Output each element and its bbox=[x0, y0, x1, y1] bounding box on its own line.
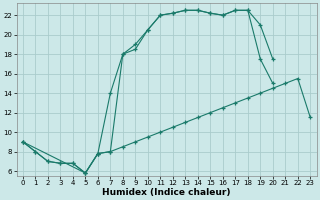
X-axis label: Humidex (Indice chaleur): Humidex (Indice chaleur) bbox=[102, 188, 231, 197]
